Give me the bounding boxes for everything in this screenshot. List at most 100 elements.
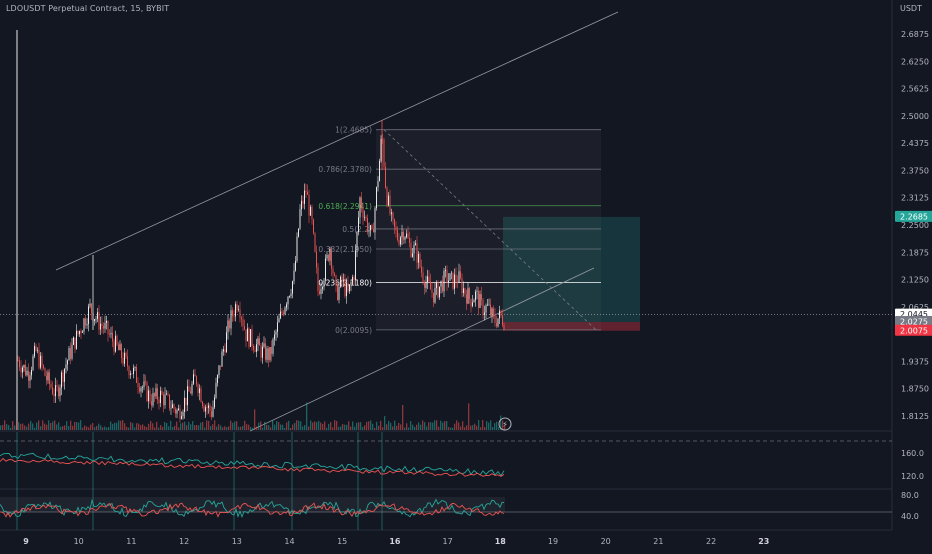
volume-bar (316, 422, 318, 430)
symbol-title: LDOUSDT Perpetual Contract, 15, BYBIT (6, 4, 170, 13)
time-tick-label: 21 (653, 537, 663, 546)
candle-body (205, 407, 206, 412)
volume-bar (212, 424, 214, 430)
position-target-zone[interactable] (503, 216, 640, 323)
time-tick-label: 20 (601, 537, 611, 546)
candle-body (398, 239, 400, 245)
candle-body (362, 208, 364, 218)
volume-bar (282, 424, 284, 430)
time-tick-label: 23 (758, 537, 769, 546)
candle-body (308, 194, 310, 216)
volume-bar (378, 425, 380, 430)
candle-body (53, 394, 55, 397)
candle-body (473, 300, 475, 303)
volume-bar (166, 422, 168, 430)
candle-body (256, 344, 257, 352)
price-tick-label: 2.2500 (901, 221, 929, 230)
volume-bar (460, 426, 462, 430)
volume-bar (140, 425, 142, 430)
position-stop-zone[interactable] (503, 322, 640, 331)
volume-bar (320, 422, 322, 430)
volume-bar (396, 425, 398, 430)
candle-body (314, 233, 316, 252)
candle-body (274, 334, 275, 340)
fib-trend-line[interactable] (383, 129, 597, 331)
candle-body (158, 399, 160, 404)
candle-body (347, 283, 349, 292)
volume-bar (382, 427, 384, 430)
candle-body (391, 212, 392, 214)
candle-body (86, 324, 88, 326)
candle-body (268, 348, 269, 360)
candle-body (65, 364, 67, 369)
volume-bar (280, 424, 282, 430)
channel-lower-line[interactable] (249, 267, 595, 432)
candle-body (226, 332, 227, 353)
candle-body (121, 344, 122, 359)
candle-body (20, 367, 22, 373)
volume-bar (432, 422, 434, 430)
channel-upper-line[interactable] (55, 11, 619, 271)
volume-bar (244, 420, 246, 430)
volume-bar (32, 423, 34, 430)
volume-bar (448, 427, 450, 430)
candle-body (244, 326, 245, 330)
candle-body (19, 360, 20, 368)
volume-bar (114, 422, 116, 430)
volume-bar (358, 422, 360, 430)
candle-body (389, 195, 391, 214)
volume-bar (100, 425, 102, 430)
volume-bar (242, 425, 244, 430)
volume-bar (288, 420, 290, 430)
volume-bar (156, 421, 158, 430)
candle-body (110, 332, 112, 335)
lightning-icon[interactable] (498, 417, 512, 431)
volume-bar (6, 424, 8, 430)
candle-body (455, 274, 457, 282)
candle-body (23, 364, 25, 368)
volume-bar (28, 423, 30, 430)
candle-body (466, 294, 467, 304)
candle-body (296, 236, 298, 261)
volume-bar (292, 424, 294, 430)
price-tick-label: 2.5625 (901, 85, 929, 94)
volume-bar (368, 421, 370, 430)
candle-body (49, 372, 50, 384)
candle-body (503, 325, 505, 330)
time-tick-label: 9 (23, 537, 29, 546)
volume-bar (304, 425, 306, 430)
candle-body (200, 388, 202, 403)
candle-body (22, 367, 23, 373)
candle-body (241, 317, 242, 320)
volume-bar (296, 420, 298, 430)
candle-body (292, 281, 293, 294)
candle-body (28, 370, 29, 381)
candle-body (182, 411, 184, 417)
candle-body (41, 355, 43, 366)
volume-bar (344, 424, 346, 430)
candle-body (34, 346, 35, 357)
candle-body (212, 407, 214, 417)
volume-bar (454, 423, 456, 430)
candle-body (37, 350, 38, 351)
candle-body (242, 319, 244, 327)
volume-bar (128, 427, 130, 430)
candle-body (170, 407, 172, 409)
candle-body (176, 410, 178, 414)
volume-bar (70, 420, 72, 430)
candle-body (139, 387, 140, 392)
candle-body (479, 294, 481, 308)
candle-body (392, 212, 394, 220)
candle-body (472, 302, 473, 307)
price-tick-label: 2.3750 (901, 166, 929, 175)
volume-bar (200, 422, 202, 430)
candle-body (166, 393, 167, 395)
candle-body (289, 295, 290, 297)
candle-body (257, 338, 259, 345)
volume-bar (406, 423, 408, 430)
candle-body (85, 318, 86, 326)
price-tick-label: 2.1250 (901, 276, 929, 285)
volume-bar (170, 420, 172, 430)
